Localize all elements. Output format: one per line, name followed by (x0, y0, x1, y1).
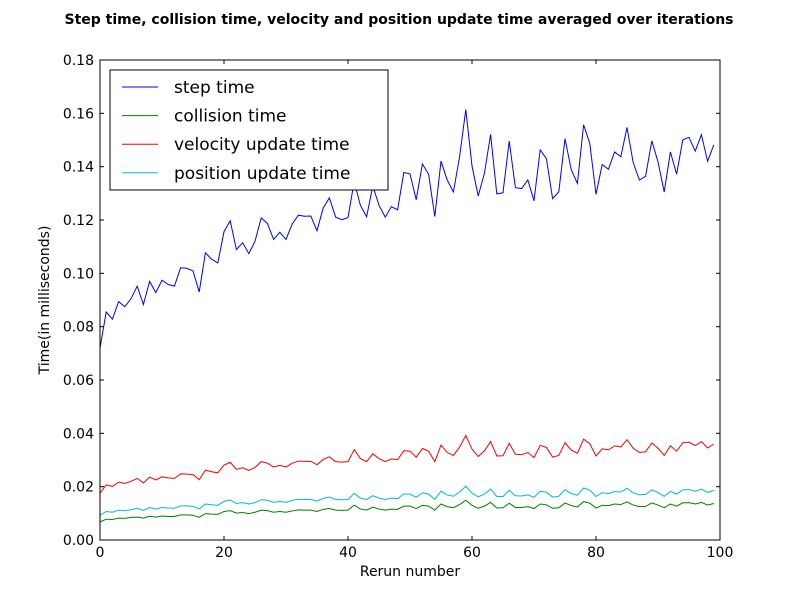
legend: step time collision time velocity update t… (109, 69, 389, 191)
legend-label-0: step time (174, 78, 255, 98)
series-line-1 (99, 499, 714, 523)
x-axis-ticks: 0 20 40 60 80 100 (96, 60, 734, 561)
y-tick-label: 0.02 (63, 480, 94, 496)
x-tick-label: 60 (463, 545, 481, 561)
y-tick-label: 0.08 (63, 320, 94, 336)
chart-title: Step time, collision time, velocity and … (64, 12, 733, 28)
y-tick-label: 0.14 (63, 160, 94, 176)
y-tick-label: 0.10 (63, 266, 94, 282)
y-axis-label: Time(in milliseconds) (37, 226, 53, 376)
series-line-3 (99, 485, 714, 516)
x-tick-label: 40 (339, 545, 357, 561)
plot-frame (99, 59, 721, 541)
series-line-0 (99, 109, 715, 349)
x-axis-label: Rerun number (360, 564, 461, 580)
legend-label-2: velocity update time (174, 135, 350, 155)
y-tick-label: 0.06 (63, 373, 94, 389)
legend-label-1: collision time (174, 107, 286, 127)
series-line-2 (99, 434, 715, 494)
x-tick-label: 100 (707, 545, 734, 561)
y-tick-label: 0.18 (63, 53, 94, 69)
x-tick-label: 0 (96, 545, 105, 561)
y-tick-label: 0.12 (63, 213, 94, 229)
legend-label-3: position update time (174, 164, 350, 184)
y-axis-ticks: 0.00 0.02 0.04 0.06 0.08 0.10 0.12 0.14 0.16 0.18 (63, 53, 720, 549)
x-tick-label: 80 (587, 545, 605, 561)
y-tick-label: 0.04 (63, 426, 94, 442)
y-tick-label: 0.00 (63, 533, 94, 549)
x-tick-label: 20 (215, 545, 233, 561)
y-tick-label: 0.16 (63, 106, 94, 122)
legend-box (109, 69, 389, 191)
plot-lines (99, 109, 715, 523)
